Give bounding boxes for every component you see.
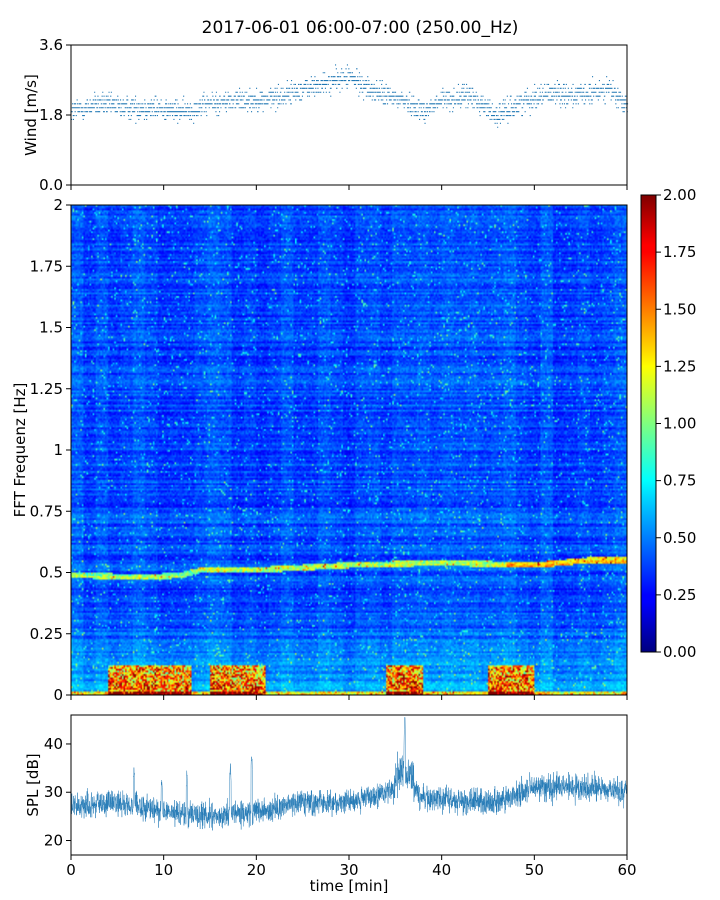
x-axis-label: time [min]: [310, 877, 389, 895]
x-tick-label: 50: [525, 861, 544, 879]
spectrogram-y-axis-label: FFT Frequenz [Hz]: [11, 383, 29, 518]
colorbar: 0.00 0.25 0.50 0.75 1.00 1.25 1.50 1.75 2.00: [640, 186, 696, 661]
wind-points: [71, 64, 629, 128]
spectrogram-heatmap: [71, 205, 627, 695]
colorbar-tick-label: 0.25: [663, 586, 696, 604]
y-tick-label: 1.8: [39, 106, 63, 124]
colorbar-tick-label: 0.75: [663, 472, 696, 490]
wind-y-ticks: 0.0 1.8 3.6: [39, 36, 71, 194]
figure-title: 2017-06-01 06:00-07:00 (250.00_Hz): [202, 18, 519, 38]
x-tick-label: 20: [247, 861, 266, 879]
y-tick-label: 0: [53, 686, 63, 704]
y-tick-label: 2: [53, 196, 63, 214]
y-tick-label: 20: [44, 832, 63, 850]
y-tick-label: 0.5: [39, 564, 63, 582]
spl-panel: 20 30 40 0 10 20 30 40 50 60 SPL [dB] time [min]: [24, 714, 637, 895]
colorbar-tick-label: 1.75: [663, 243, 696, 261]
spl-line-series: [70, 717, 628, 831]
spl-y-ticks: 20 30 40: [44, 735, 71, 850]
spl-line: [70, 717, 628, 831]
spl-axes-frame: [70, 714, 628, 856]
wind-y-axis-label: Wind [m/s]: [22, 74, 40, 156]
spl-x-ticks: 0 10 20 30 40 50 60: [66, 855, 637, 879]
spl-y-axis-label: SPL [dB]: [24, 753, 42, 816]
colorbar-tick-label: 0.50: [663, 529, 696, 547]
y-tick-label: 1.75: [30, 257, 63, 275]
y-tick-label: 3.6: [39, 36, 63, 54]
colorbar-tick-label: 2.00: [663, 186, 696, 204]
y-tick-label: 40: [44, 735, 63, 753]
y-tick-label: 1.5: [39, 319, 63, 337]
x-tick-label: 10: [154, 861, 173, 879]
y-tick-label: 0.25: [30, 625, 63, 643]
x-tick-label: 60: [617, 861, 636, 879]
spectrogram-panel: 0 0.25 0.5 0.75 1 1.25 1.5 1.75 2 FFT Frequenz […: [11, 196, 628, 704]
colorbar-tick-label: 1.00: [663, 415, 696, 433]
spectrogram-x-ticks: [70, 695, 628, 700]
spectrogram-y-ticks: 0 0.25 0.5 0.75 1 1.25 1.5 1.75 2: [30, 196, 71, 704]
colorbar-gradient: [640, 194, 657, 653]
x-tick-label: 30: [339, 861, 358, 879]
colorbar-tick-label: 0.00: [663, 643, 696, 661]
x-tick-label: 40: [432, 861, 451, 879]
y-tick-label: 0.0: [39, 176, 63, 194]
y-tick-label: 1: [53, 441, 63, 459]
y-tick-label: 0.75: [30, 502, 63, 520]
colorbar-tick-label: 1.50: [663, 300, 696, 318]
y-tick-label: 1.25: [30, 380, 63, 398]
colorbar-tick-label: 1.25: [663, 357, 696, 375]
wind-scatter-series: [71, 64, 629, 128]
colorbar-ticks: 0.00 0.25 0.50 0.75 1.00 1.25 1.50 1.75 2.00: [656, 186, 696, 661]
x-tick-label: 0: [66, 861, 76, 879]
y-tick-label: 30: [44, 783, 63, 801]
wind-panel: 0.0 1.8 3.6 Wind [m/s]: [22, 36, 629, 194]
wind-x-ticks: [70, 185, 628, 190]
